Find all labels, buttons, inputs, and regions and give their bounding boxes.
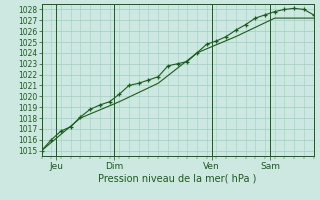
- X-axis label: Pression niveau de la mer( hPa ): Pression niveau de la mer( hPa ): [99, 173, 257, 183]
